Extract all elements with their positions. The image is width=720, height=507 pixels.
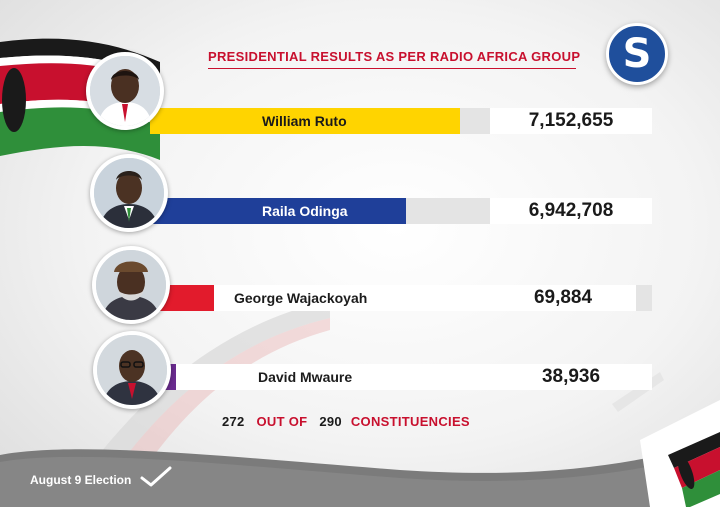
candidate-row-ruto: William Ruto 7,152,655 xyxy=(0,52,720,160)
vote-count-odinga: 6,942,708 xyxy=(490,198,652,224)
candidate-row-mwaure: David Mwaure 38,936 xyxy=(0,331,720,417)
page-title: PRESIDENTIAL RESULTS AS PER RADIO AFRICA… xyxy=(208,49,581,64)
constituencies-summary: 272 OUT OF 290 CONSTITUENCIES xyxy=(222,414,470,429)
title-underline xyxy=(208,68,576,69)
avatar-ruto xyxy=(86,52,164,130)
candidate-row-odinga: Raila Odinga 6,942,708 xyxy=(0,154,720,250)
vote-count-wajackoyah: 69,884 xyxy=(490,285,636,311)
candidate-row-wajackoyah: George Wajackoyah 69,884 xyxy=(0,246,720,338)
avatar-wajackoyah xyxy=(92,246,170,324)
bar-ruto: William Ruto xyxy=(150,108,460,134)
candidate-name-mwaure: David Mwaure xyxy=(258,369,353,385)
bar-odinga: Raila Odinga xyxy=(150,198,406,224)
counted-constituencies: 272 xyxy=(222,414,245,429)
avatar-odinga xyxy=(90,154,168,232)
checkmark-icon xyxy=(140,466,172,487)
logo-letter: S xyxy=(622,31,652,77)
election-date: August 9 Election xyxy=(30,473,132,487)
candidate-name-odinga: Raila Odinga xyxy=(262,203,348,219)
constituencies-label: CONSTITUENCIES xyxy=(350,414,470,429)
vote-count-mwaure: 38,936 xyxy=(490,364,652,390)
out-of-label: OUT OF xyxy=(256,414,308,429)
vote-count-ruto: 7,152,655 xyxy=(490,108,652,134)
candidate-name-ruto: William Ruto xyxy=(262,113,347,129)
name-strip-wajackoyah: George Wajackoyah xyxy=(214,285,490,311)
name-strip-mwaure: David Mwaure xyxy=(176,364,490,390)
star-logo-icon: S xyxy=(606,23,668,85)
total-constituencies: 290 xyxy=(319,414,342,429)
candidate-name-wajackoyah: George Wajackoyah xyxy=(234,290,368,306)
avatar-mwaure xyxy=(93,331,171,409)
